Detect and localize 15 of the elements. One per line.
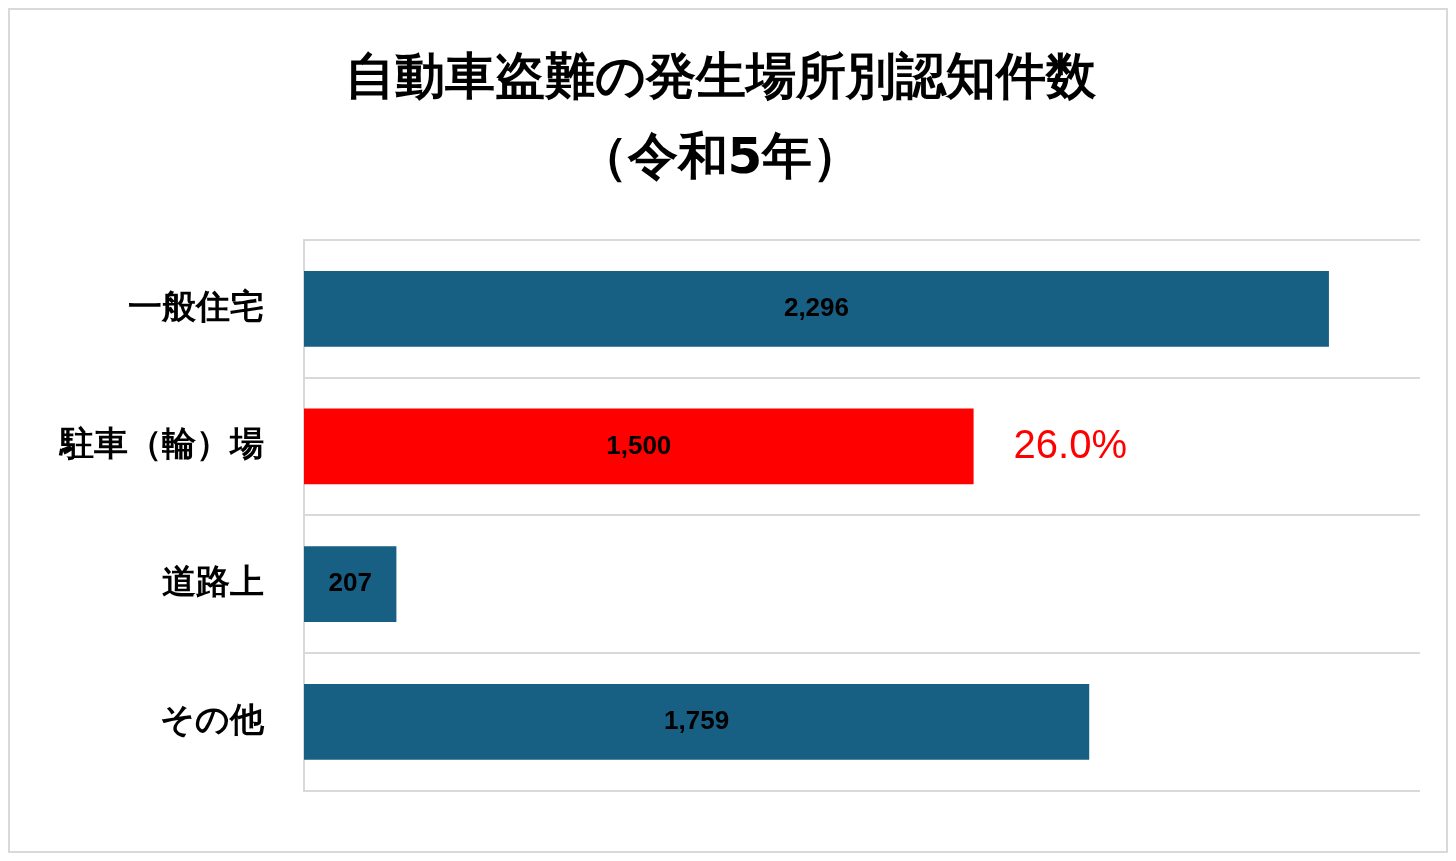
bar xyxy=(304,270,1329,347)
y-tick-label: 一般住宅 xyxy=(128,285,264,326)
chart-subtitle: （令和5年） xyxy=(577,126,863,185)
y-tick-label: その他 xyxy=(160,698,265,739)
data-label: 207 xyxy=(328,567,372,598)
annotation: 26.0% xyxy=(1013,421,1128,466)
y-tick-label: 道路上 xyxy=(162,560,264,601)
data-label: 2,296 xyxy=(783,292,850,322)
bar xyxy=(304,683,1090,760)
data-label: 1,759 xyxy=(664,704,730,735)
y-tick-label: 駐車（輪）場 xyxy=(58,423,264,464)
data-label: 1,500 xyxy=(606,429,672,460)
bar xyxy=(304,408,974,485)
chart-title: 自動車盗難の発生場所別認知件数 xyxy=(344,46,1097,105)
bar xyxy=(304,546,397,622)
